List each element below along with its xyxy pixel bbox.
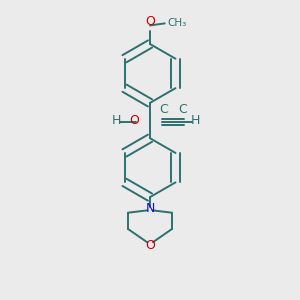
Text: O: O: [145, 238, 155, 252]
Text: C: C: [178, 103, 187, 116]
Text: O: O: [145, 15, 155, 28]
Text: C: C: [159, 103, 168, 116]
Text: CH₃: CH₃: [168, 18, 187, 28]
Text: H: H: [112, 114, 121, 127]
Text: O: O: [129, 114, 139, 127]
Text: H: H: [190, 114, 200, 127]
Text: N: N: [145, 202, 155, 214]
